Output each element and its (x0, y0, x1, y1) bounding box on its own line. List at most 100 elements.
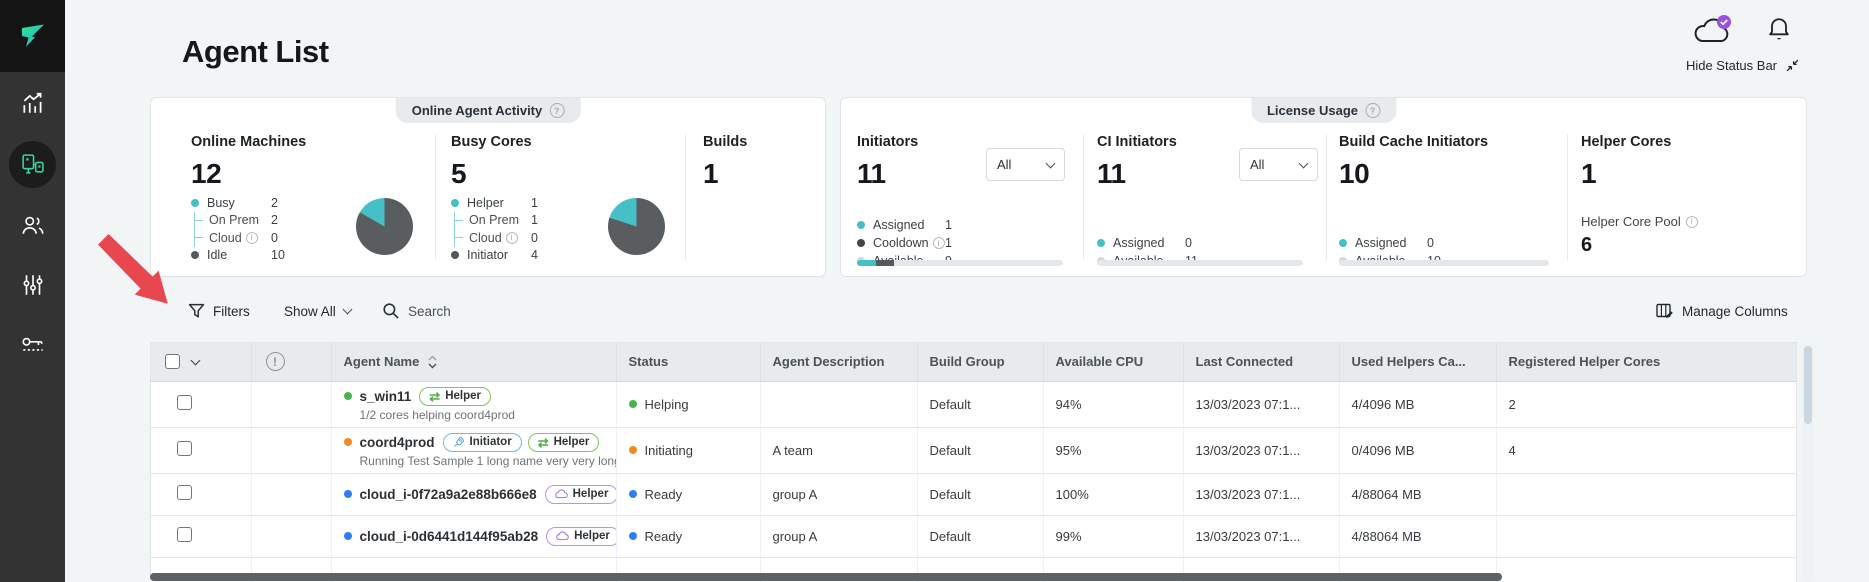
status-badge: Ready (644, 528, 683, 544)
alert-icon: ! (265, 352, 285, 372)
dropdown-value: All (997, 157, 1012, 172)
online-machines-pie-chart (356, 198, 413, 255)
hide-status-bar-button[interactable]: Hide Status Bar (1660, 58, 1800, 73)
column-header-agent-name[interactable]: Agent Name (331, 343, 617, 382)
ci-initiators-filter-dropdown[interactable]: All (1239, 148, 1318, 181)
info-icon[interactable]: i (505, 231, 518, 244)
helper-cores-card: Helper Cores 1 Helper Core Pool i 6 (1581, 98, 1791, 276)
sidebar-item-settings[interactable] (0, 272, 65, 298)
users-icon (21, 216, 44, 234)
info-icon[interactable]: i (1685, 215, 1698, 228)
notifications-bell-icon[interactable] (1766, 16, 1792, 49)
last-connected-cell: 13/03/2023 07:1... (1183, 473, 1340, 516)
show-all-dropdown[interactable]: Show All (284, 299, 353, 323)
build-cache-usage-bar (1339, 260, 1549, 266)
key-icon (21, 337, 43, 351)
sidebar-item-dashboard[interactable] (0, 90, 65, 116)
card-value: 11 (1097, 158, 1126, 189)
build-group-cell: Default (917, 515, 1044, 558)
info-icon[interactable]: i (932, 237, 945, 249)
online-machines-card: Online Machines 12 Busy 2 On Prem 2 Clou… (191, 98, 406, 276)
card-title: Initiators (857, 134, 919, 150)
info-icon[interactable]: i (245, 231, 258, 244)
manage-columns-button[interactable]: Manage Columns (1656, 299, 1788, 323)
table-row[interactable]: cloud_i-0d6441d144f95ab28 Helper Ready grou… (151, 515, 1796, 558)
ci-initiators-card: CI Initiators 11 Assigned 0 Available 11 (1097, 98, 1307, 276)
builds-card: Builds 1 (703, 98, 813, 276)
agent-table: ! Agent Name Status Agent Description Bu… (150, 342, 1797, 582)
vertical-scrollbar-track[interactable] (1803, 342, 1813, 582)
sidebar-item-license[interactable] (0, 332, 65, 358)
sort-icon[interactable] (428, 355, 437, 369)
filter-funnel-icon (188, 303, 205, 318)
available-cpu-cell: 95% (1043, 427, 1184, 474)
table-row[interactable]: cloud_i-0f72a9a2e88b666e8 Helper Ready grou… (151, 473, 1796, 516)
sidebar-item-agents-active[interactable] (9, 141, 56, 188)
table-row[interactable]: coord4prod Initiator ⇄ Helper Running Test S… (151, 427, 1796, 474)
last-connected-cell: 13/03/2023 07:1... (1183, 427, 1340, 474)
dropdown-value: All (1250, 157, 1265, 172)
helper-dot (451, 198, 459, 207)
sidebar-item-users[interactable] (0, 212, 65, 238)
description-cell (760, 381, 918, 428)
column-header-available-cpu[interactable]: Available CPU (1043, 343, 1184, 382)
horizontal-scrollbar-thumb[interactable] (150, 573, 1502, 581)
description-cell: A team (760, 427, 918, 474)
row-checkbox[interactable] (177, 527, 192, 542)
card-value: 11 (857, 158, 886, 189)
card-value: 1 (1581, 158, 1597, 189)
column-header-status[interactable]: Status (616, 343, 761, 382)
row-checkbox[interactable] (177, 395, 192, 410)
table-row[interactable]: s_win11 ⇄ Helper 1/2 cores helping coord4pr… (151, 381, 1796, 428)
used-helpers-cell: 4/88064 MB (1339, 473, 1497, 516)
cloud-status-icon[interactable] (1690, 14, 1734, 51)
vertical-scrollbar-thumb[interactable] (1804, 346, 1812, 424)
hide-status-bar-label: Hide Status Bar (1685, 58, 1777, 73)
online-agent-activity-tab: Online Agent Activity ? (395, 98, 581, 123)
agent-name-cell[interactable]: coord4prod Initiator ⇄ Helper Running Test S… (331, 427, 617, 474)
select-all-header[interactable] (151, 343, 252, 382)
row-select-cell (151, 427, 252, 474)
description-cell: group A (760, 473, 918, 516)
column-header-build-group[interactable]: Build Group (917, 343, 1044, 382)
search-label: Search (408, 303, 451, 319)
agent-name-cell[interactable]: cloud_i-0f72a9a2e88b666e8 Helper (331, 473, 617, 516)
assigned-dot (1097, 239, 1105, 247)
initiators-legend: Assigned 1 Cooldown i 1 Available 9 (857, 216, 1061, 270)
available-cpu-cell: 99% (1043, 515, 1184, 558)
initiators-filter-dropdown[interactable]: All (986, 148, 1065, 181)
divider (685, 134, 686, 260)
swap-icon: ⇄ (537, 434, 549, 450)
table-header-row: ! Agent Name Status Agent Description Bu… (151, 343, 1796, 382)
search-button[interactable]: Search (382, 299, 451, 323)
row-alert-cell (251, 515, 332, 558)
status-badge: Helping (644, 396, 689, 412)
app-logo[interactable] (0, 0, 65, 72)
column-header-registered-helper-cores[interactable]: Registered Helper Cores (1496, 343, 1796, 382)
agent-name-cell[interactable]: cloud_i-0d6441d144f95ab28 Helper (331, 515, 617, 558)
column-header-last-connected[interactable]: Last Connected (1183, 343, 1340, 382)
build-group-cell: Default (917, 473, 1044, 516)
help-icon[interactable]: ? (549, 103, 565, 118)
row-checkbox[interactable] (177, 485, 192, 500)
filters-label: Filters (213, 303, 250, 319)
column-header-agent-description[interactable]: Agent Description (760, 343, 918, 382)
column-header-used-helpers[interactable]: Used Helpers Ca... (1339, 343, 1497, 382)
busy-cores-card: Busy Cores 5 Helper 1 On Prem 1 Cloud i … (451, 98, 666, 276)
alerts-column-header[interactable]: ! (251, 343, 332, 382)
annotation-arrow (98, 234, 168, 304)
cloud-icon (554, 489, 568, 499)
help-icon[interactable]: ? (1365, 103, 1381, 118)
agent-name-cell[interactable]: s_win11 ⇄ Helper 1/2 cores helping coord4pr… (331, 381, 617, 428)
last-connected-cell: 13/03/2023 07:1... (1183, 381, 1340, 428)
row-checkbox[interactable] (177, 441, 192, 456)
used-helpers-cell: 0/4096 MB (1339, 427, 1497, 474)
manage-columns-label: Manage Columns (1682, 303, 1788, 319)
card-title: Busy Cores (451, 134, 532, 150)
description-cell: group A (760, 515, 918, 558)
status-cell: Initiating (616, 427, 761, 474)
select-all-checkbox[interactable] (165, 354, 180, 370)
filters-button[interactable]: Filters (188, 299, 250, 323)
chevron-down-icon[interactable] (190, 355, 201, 366)
show-all-label: Show All (284, 303, 336, 319)
